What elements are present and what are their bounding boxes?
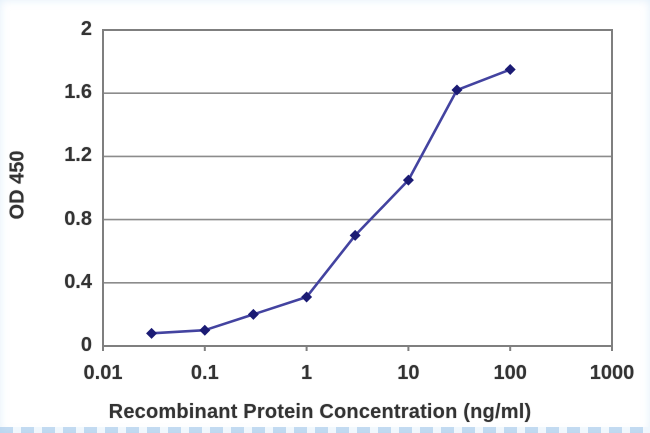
data-point-marker bbox=[301, 291, 313, 303]
data-point-marker bbox=[199, 324, 211, 336]
y-tick-label: 2 bbox=[80, 18, 92, 40]
y-tick-label: 0 bbox=[80, 334, 92, 356]
x-tick-label: 10 bbox=[397, 362, 420, 384]
data-point-marker bbox=[402, 174, 414, 186]
y-tick-label: 0.8 bbox=[64, 207, 92, 230]
data-point-marker bbox=[504, 64, 516, 75]
x-tick-label: 1000 bbox=[589, 362, 635, 384]
x-tick-label: 0.01 bbox=[83, 362, 123, 384]
data-point-marker bbox=[247, 308, 259, 320]
data-point-marker bbox=[451, 84, 463, 96]
data-point-marker bbox=[146, 327, 158, 339]
data-point-marker bbox=[349, 229, 361, 241]
y-tick-label: 0.4 bbox=[64, 270, 92, 293]
x-tick-label: 1 bbox=[301, 362, 313, 384]
x-axis-title: Recombinant Protein Concentration (ng/ml… bbox=[108, 401, 532, 423]
x-tick-label: 0.1 bbox=[190, 362, 219, 384]
series-line bbox=[150, 68, 512, 335]
y-tick-label: 1.6 bbox=[64, 81, 92, 104]
compression-artifact-strip bbox=[0, 427, 650, 433]
x-tick-label: 100 bbox=[493, 362, 527, 384]
plot-border bbox=[102, 29, 613, 347]
y-tick-label: 1.2 bbox=[64, 144, 92, 167]
